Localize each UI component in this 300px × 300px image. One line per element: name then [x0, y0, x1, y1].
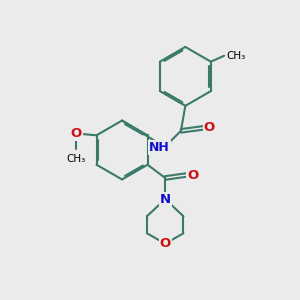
Text: O: O	[70, 127, 82, 140]
Text: O: O	[187, 169, 199, 182]
Text: N: N	[160, 193, 171, 206]
Text: NH: NH	[149, 141, 170, 154]
Text: CH₃: CH₃	[66, 154, 85, 164]
Text: CH₃: CH₃	[226, 51, 246, 61]
Text: O: O	[204, 122, 215, 134]
Text: O: O	[160, 237, 171, 250]
